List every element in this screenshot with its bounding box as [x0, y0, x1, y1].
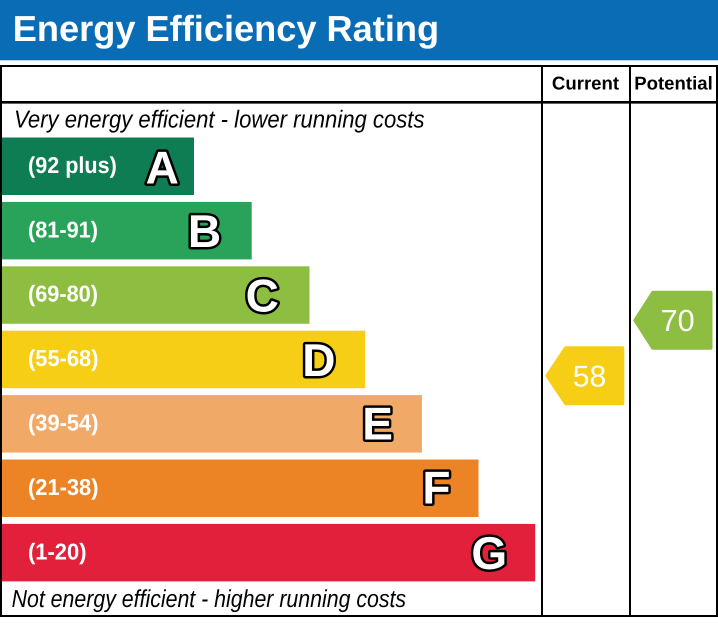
svg-text:58: 58 [573, 361, 607, 394]
svg-text:C: C [246, 270, 279, 322]
svg-text:(92 plus): (92 plus) [28, 152, 117, 178]
svg-text:B: B [188, 205, 221, 257]
svg-text:B: B [188, 205, 221, 257]
svg-text:D: D [302, 334, 335, 386]
svg-text:(21-38): (21-38) [28, 474, 99, 500]
svg-text:A: A [146, 142, 179, 194]
svg-text:F: F [422, 462, 450, 514]
svg-text:F: F [422, 462, 450, 514]
svg-text:A: A [146, 142, 179, 194]
svg-text:(1-20): (1-20) [28, 538, 87, 564]
svg-text:(81-91): (81-91) [28, 216, 98, 242]
svg-text:70: 70 [661, 304, 695, 338]
svg-text:Very energy efficient - lower: Very energy efficient - lower running co… [14, 106, 425, 133]
svg-text:Energy Efficiency Rating: Energy Efficiency Rating [13, 8, 439, 49]
svg-text:Current: Current [552, 73, 619, 94]
svg-text:C: C [246, 270, 279, 322]
svg-text:Not energy efficient - higher: Not energy efficient - higher running co… [12, 586, 407, 613]
svg-text:D: D [302, 334, 335, 386]
svg-text:G: G [471, 527, 507, 579]
svg-text:(39-54): (39-54) [28, 410, 99, 436]
svg-text:Potential: Potential [634, 73, 713, 94]
svg-text:(55-68): (55-68) [28, 345, 99, 371]
svg-text:E: E [362, 397, 393, 449]
svg-text:(69-80): (69-80) [28, 281, 98, 307]
svg-text:E: E [362, 397, 393, 449]
svg-text:G: G [471, 527, 507, 579]
